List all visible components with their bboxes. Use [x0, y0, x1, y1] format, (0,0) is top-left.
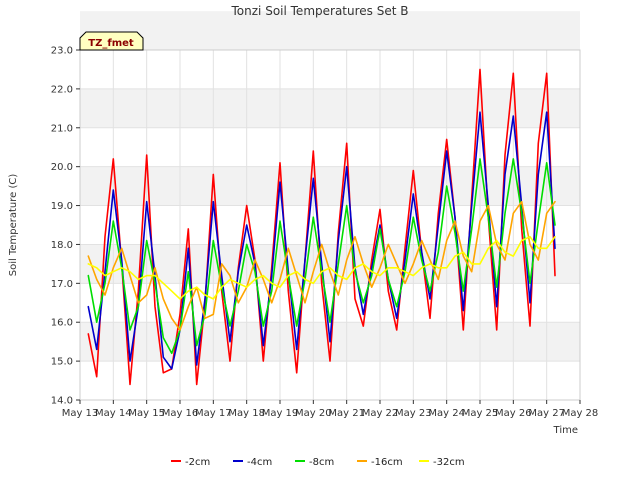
chart-title: Tonzi Soil Temperatures Set B — [231, 4, 409, 18]
plot-area — [79, 49, 581, 401]
background-band — [80, 166, 580, 206]
series-line-minus-32cm — [87, 235, 556, 300]
site-label-badge — [79, 31, 144, 51]
background-band — [80, 11, 580, 50]
x-tick-label: May 15 — [128, 408, 165, 419]
legend-label: -8cm — [309, 457, 334, 468]
x-tick-label: May 22 — [362, 408, 399, 419]
site-label: TZ_fmet — [88, 38, 134, 49]
y-tick-label: 18.0 — [51, 240, 73, 251]
y-tick-label: 23.0 — [51, 46, 73, 57]
x-axis-label: Time — [553, 425, 578, 436]
y-tick-label: 22.0 — [51, 84, 73, 95]
x-tick-label: May 20 — [295, 408, 332, 419]
y-tick-label: 14.0 — [51, 396, 73, 407]
x-tick-label: May 23 — [395, 408, 432, 419]
x-tick-label: May 18 — [228, 408, 265, 419]
background-band — [80, 88, 580, 128]
y-tick-label: 20.0 — [51, 162, 73, 173]
y-tick-label: 17.0 — [51, 279, 73, 290]
x-tick-label: May 24 — [428, 408, 465, 419]
y-tick-label: 15.0 — [51, 357, 73, 368]
y-tick-label: 19.0 — [51, 201, 73, 212]
series-lines — [87, 68, 556, 386]
x-tick-label: May 19 — [262, 408, 299, 419]
legend-label: -16cm — [371, 457, 403, 468]
site-label-box: TZ_fmet — [79, 31, 144, 51]
x-tick-label: May 16 — [162, 408, 199, 419]
legend-label: -4cm — [247, 457, 272, 468]
y-tick-label: 21.0 — [51, 123, 73, 134]
legend: -2cm -4cm -8cm -16cm -32cm — [171, 457, 465, 468]
y-axis-ticks: 14.0 15.0 16.0 17.0 18.0 19.0 20.0 21.0 22.0 23.0 — [51, 46, 80, 407]
y-axis-label: Soil Temperature (C) — [8, 174, 19, 277]
x-tick-label: May 21 — [328, 408, 365, 419]
legend-label: -2cm — [185, 457, 210, 468]
series-line-minus-4cm — [87, 111, 556, 370]
x-tick-label: May 25 — [462, 408, 499, 419]
x-tick-label: May 26 — [495, 408, 532, 419]
series-line-minus-16cm — [87, 200, 556, 331]
y-tick-label: 16.0 — [51, 318, 73, 329]
x-tick-label: May 17 — [195, 408, 232, 419]
x-tick-label: May 27 — [528, 408, 565, 419]
series-line-minus-2cm — [87, 68, 556, 386]
x-tick-label: May 28 — [562, 408, 599, 419]
legend-label: -32cm — [433, 457, 465, 468]
x-tick-label: May 14 — [95, 408, 132, 419]
background-band — [80, 244, 580, 284]
x-tick-label: May 13 — [62, 408, 99, 419]
